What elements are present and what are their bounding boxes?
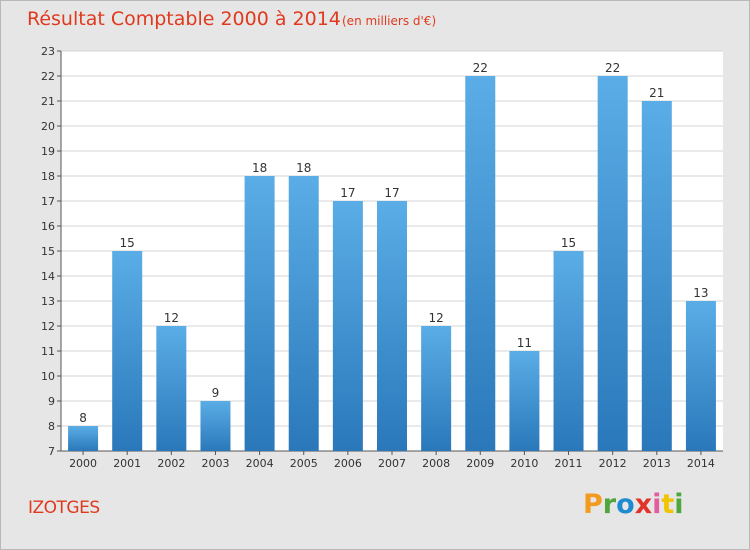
- bar: [685, 301, 716, 451]
- commune-name: IZOTGES: [28, 498, 100, 518]
- bar: [509, 351, 540, 451]
- bar: [200, 401, 231, 451]
- logo-letter: i: [652, 489, 662, 520]
- x-tick-label: 2009: [466, 457, 494, 470]
- x-tick-label: 2006: [334, 457, 362, 470]
- bar-value-label: 15: [561, 236, 576, 250]
- y-tick-label: 18: [41, 170, 55, 183]
- y-tick-label: 9: [48, 395, 55, 408]
- chart-title: Résultat Comptable 2000 à 2014: [27, 8, 341, 30]
- y-tick-label: 21: [41, 95, 55, 108]
- y-tick-label: 15: [41, 245, 55, 258]
- x-tick-label: 2000: [69, 457, 97, 470]
- y-tick-label: 11: [41, 345, 55, 358]
- bar-value-label: 15: [120, 236, 135, 250]
- chart-subtitle: (en milliers d'€): [342, 14, 437, 28]
- logo-letter: r: [602, 489, 617, 520]
- logo-letter: P: [583, 489, 603, 520]
- x-tick-label: 2007: [378, 457, 406, 470]
- bar: [553, 251, 584, 451]
- bar-value-label: 13: [693, 286, 708, 300]
- bar: [377, 201, 407, 451]
- bar-value-label: 18: [296, 161, 311, 175]
- x-tick-label: 2003: [201, 457, 229, 470]
- bar-value-label: 22: [605, 61, 620, 75]
- bar-value-label: 17: [340, 186, 355, 200]
- y-tick-label: 14: [41, 270, 55, 283]
- y-tick-label: 13: [41, 295, 55, 308]
- logo-letter: x: [634, 489, 653, 520]
- bar: [332, 201, 363, 451]
- bar: [421, 326, 452, 451]
- bar-value-label: 18: [252, 161, 267, 175]
- bar: [244, 176, 275, 451]
- x-tick-label: 2002: [157, 457, 185, 470]
- x-tick-label: 2005: [290, 457, 318, 470]
- bar-value-label: 12: [428, 311, 443, 325]
- x-tick-label: 2012: [599, 457, 627, 470]
- bar-value-label: 11: [517, 336, 532, 350]
- bar: [641, 101, 672, 451]
- y-tick-label: 7: [48, 445, 55, 458]
- logo-letter: i: [674, 489, 684, 520]
- bar: [288, 176, 319, 451]
- y-tick-label: 19: [41, 145, 55, 158]
- x-tick-label: 2001: [113, 457, 141, 470]
- y-tick-label: 22: [41, 70, 55, 83]
- bar-value-label: 12: [164, 311, 179, 325]
- bar: [112, 251, 143, 451]
- proxiti-logo: Proxiti: [583, 489, 684, 520]
- x-tick-label: 2010: [510, 457, 538, 470]
- y-tick-label: 23: [41, 45, 55, 58]
- bar-value-label: 8: [79, 411, 87, 425]
- x-tick-label: 2008: [422, 457, 450, 470]
- y-tick-label: 17: [41, 195, 55, 208]
- bar: [597, 76, 628, 451]
- y-tick-label: 16: [41, 220, 55, 233]
- bar: [68, 426, 99, 451]
- y-tick-label: 10: [41, 370, 55, 383]
- logo-letter: t: [661, 489, 675, 520]
- logo-letter: o: [616, 489, 635, 520]
- y-tick-label: 20: [41, 120, 55, 133]
- bar-value-label: 17: [384, 186, 399, 200]
- bar-value-label: 22: [473, 61, 488, 75]
- y-tick-label: 12: [41, 320, 55, 333]
- y-tick-label: 8: [48, 420, 55, 433]
- bar: [156, 326, 187, 451]
- x-tick-label: 2004: [246, 457, 274, 470]
- bar-value-label: 9: [212, 386, 220, 400]
- x-tick-label: 2013: [643, 457, 671, 470]
- bar: [465, 76, 496, 451]
- x-tick-label: 2011: [555, 457, 583, 470]
- bar-value-label: 21: [649, 86, 664, 100]
- x-tick-label: 2014: [687, 457, 715, 470]
